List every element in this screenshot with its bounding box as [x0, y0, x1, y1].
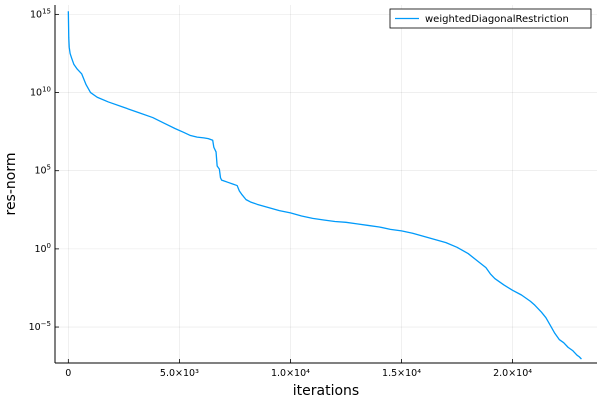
y-tick-label: 10−5 [29, 320, 51, 333]
y-tick-label: 105 [34, 164, 51, 177]
series-line [67, 11, 582, 360]
legend: weightedDiagonalRestriction [389, 8, 592, 29]
y-tick-label: 1015 [30, 7, 51, 20]
axes [54, 5, 597, 364]
x-tick-label: 1.0×10⁴ [271, 368, 310, 379]
x-tick-label: 0 [65, 368, 71, 379]
legend-box [389, 8, 592, 29]
x-tick-label: 2.0×10⁴ [493, 368, 532, 379]
y-tick-label: 100 [34, 242, 51, 255]
x-tick-label: 1.5×10⁴ [382, 368, 421, 379]
y-axis-label: res-norm [3, 153, 19, 216]
y-tick-label: 1010 [30, 86, 51, 99]
legend-label: weightedDiagonalRestriction [425, 14, 569, 25]
tick-labels: 0 5.0×10³ 1.0×10⁴ 1.5×10⁴ 2.0×10⁴ 1015 1010 105… [29, 7, 533, 379]
series-lines [67, 11, 582, 360]
grid-lines [55, 5, 597, 363]
x-tick-label: 5.0×10³ [160, 368, 199, 379]
x-axis-label: iterations [293, 383, 359, 399]
